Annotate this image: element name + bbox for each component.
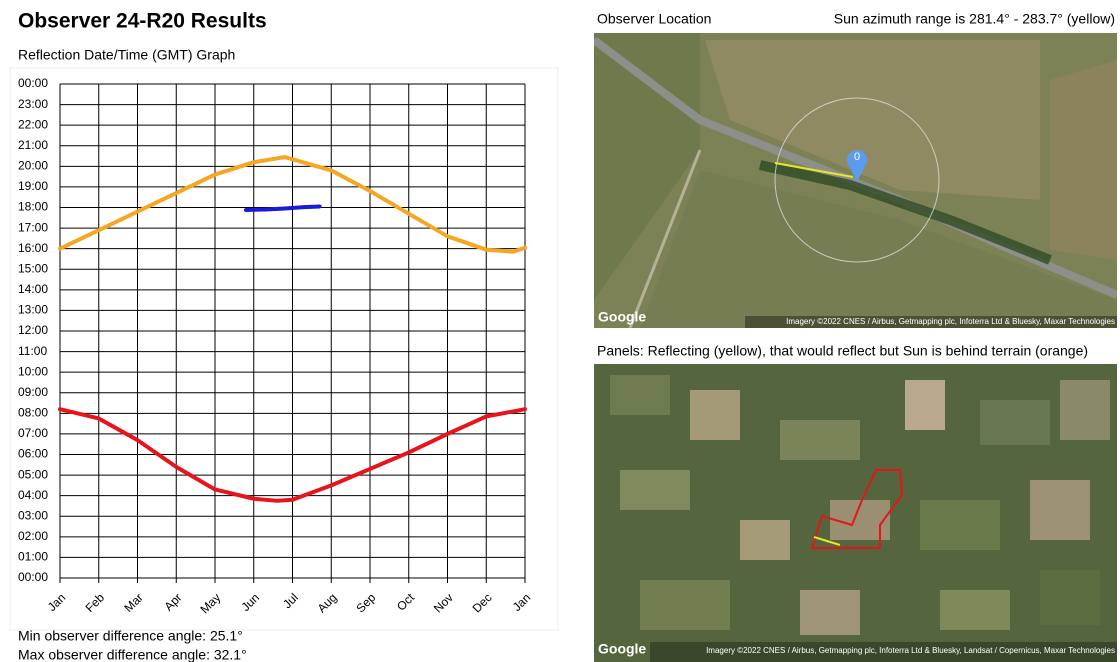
y-tick-label: 19:00: [18, 179, 48, 193]
y-tick-label: 00:00: [18, 76, 48, 90]
y-tick-label: 20:00: [18, 159, 48, 173]
y-tick-label: 07:00: [18, 426, 48, 440]
y-tick-label: 18:00: [18, 200, 48, 214]
y-tick-label: 05:00: [18, 467, 48, 481]
y-tick-label: 03:00: [18, 508, 48, 522]
y-tick-label: 11:00: [18, 344, 47, 358]
y-tick-label: 00:00: [18, 570, 48, 584]
pin-label: 0: [854, 151, 860, 163]
map-credit: Imagery ©2022 CNES / Airbus, Getmapping …: [786, 317, 1115, 326]
azimuth-label: Sun azimuth range is 281.4° - 283.7° (ye…: [834, 11, 1115, 27]
y-tick-label: 23:00: [18, 97, 48, 111]
y-tick-label: 06:00: [18, 447, 48, 461]
map-credit: Imagery ©2022 CNES / Airbus, Getmapping …: [706, 646, 1115, 655]
page-title: Observer 24-R20 Results: [18, 10, 267, 33]
map-logo: Google: [598, 641, 646, 657]
y-tick-label: 15:00: [18, 261, 48, 275]
y-tick-label: 22:00: [18, 117, 48, 131]
map-label: Observer Location: [597, 11, 711, 27]
y-tick-label: 09:00: [18, 385, 48, 399]
y-tick-label: 21:00: [18, 138, 48, 152]
y-tick-label: 17:00: [18, 220, 48, 234]
stat: Max observer difference angle: 32.1°: [18, 647, 247, 662]
y-tick-label: 14:00: [18, 282, 48, 296]
chart-title: Reflection Date/Time (GMT) Graph: [18, 47, 235, 63]
y-tick-label: 16:00: [18, 241, 48, 255]
chart-panel: [10, 68, 558, 630]
map-logo: Google: [598, 309, 646, 325]
y-tick-label: 04:00: [18, 488, 48, 502]
y-tick-label: 13:00: [18, 303, 48, 317]
y-tick-label: 10:00: [18, 364, 48, 378]
stat: Min observer difference angle: 25.1°: [18, 628, 243, 644]
map-observer: 0 Google Imagery ©2022 CNES / Airbus, Ge…: [594, 33, 1117, 328]
page: Observer 24-R20 Results Reflection Date/…: [0, 0, 1120, 662]
y-tick-label: 12:00: [18, 323, 48, 337]
map-panels: Google Imagery ©2022 CNES / Airbus, Getm…: [594, 364, 1117, 662]
y-tick-label: 01:00: [18, 550, 48, 564]
map-label: Panels: Reflecting (yellow), that would …: [597, 343, 1088, 359]
y-tick-label: 08:00: [18, 406, 48, 420]
y-tick-label: 02:00: [18, 529, 48, 543]
